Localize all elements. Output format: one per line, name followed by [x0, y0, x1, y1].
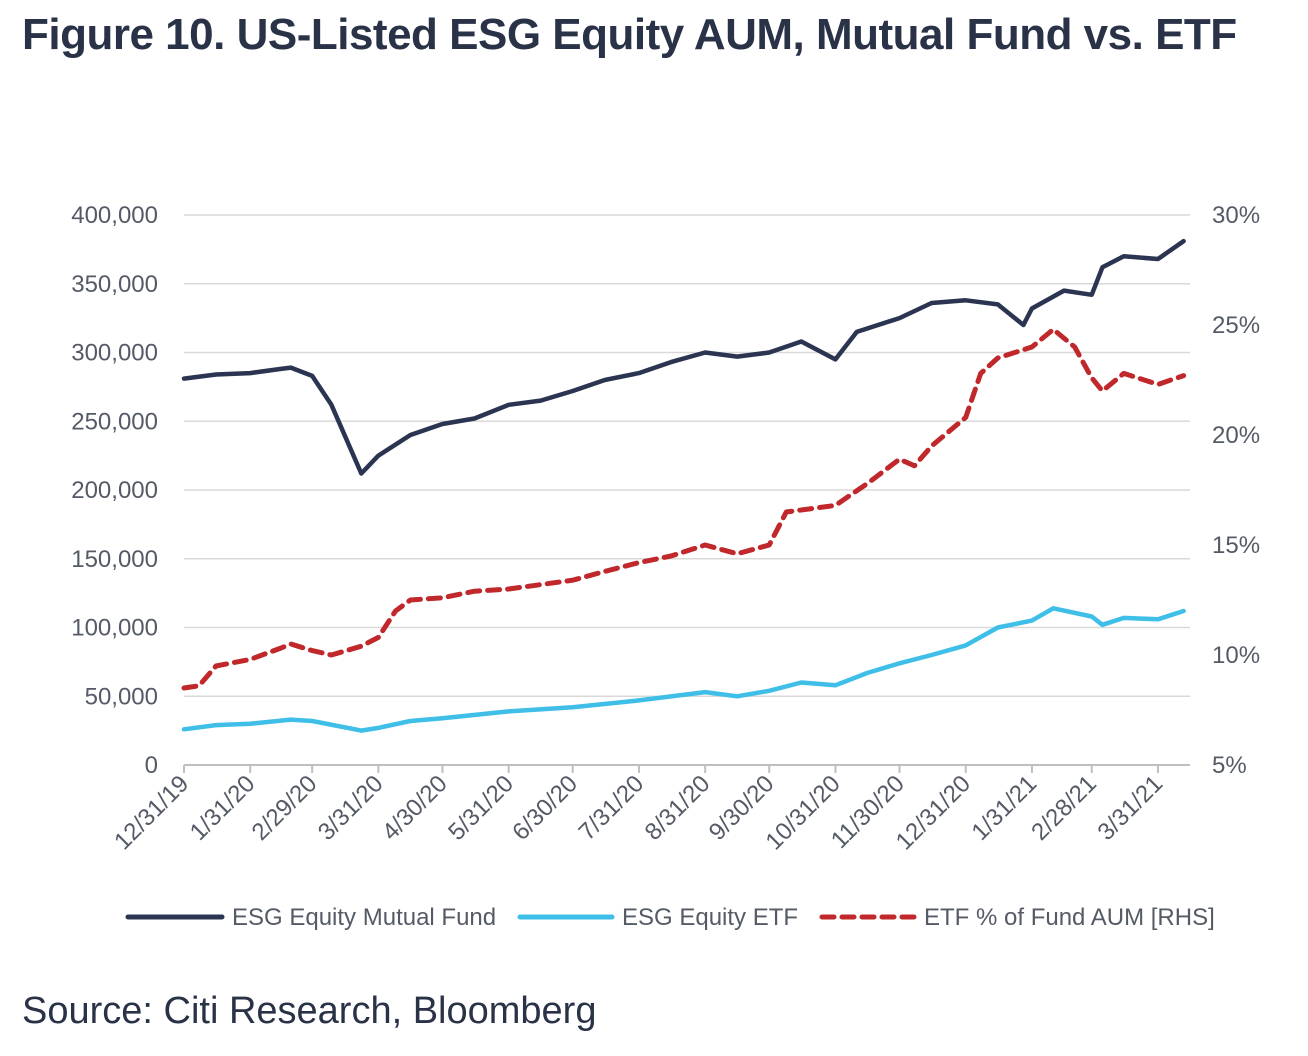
y-left-tick-label: 200,000	[71, 477, 158, 504]
y-left-tick-label: 100,000	[71, 615, 158, 642]
legend-label: ESG Equity ETF	[622, 904, 798, 931]
x-tick-label: 3/31/20	[313, 770, 389, 846]
x-tick-label: 1/31/21	[966, 770, 1042, 846]
chart-title: Figure 10. US-Listed ESG Equity AUM, Mut…	[22, 10, 1237, 59]
x-tick-label: 6/30/20	[507, 770, 583, 846]
y-left-tick-label: 50,000	[85, 683, 158, 710]
x-tick-label: 8/31/20	[640, 770, 716, 846]
y-left-tick-label: 300,000	[71, 340, 158, 367]
source-note: Source: Citi Research, Bloomberg	[22, 990, 597, 1032]
line-chart: 0 50,000 100,000 150,000 200,000 250,000 300,0…	[71, 202, 1260, 931]
x-tick-label: 3/31/21	[1092, 770, 1168, 846]
etf-pct-line	[181, 326, 1187, 691]
legend-label: ETF % of Fund AUM [RHS]	[924, 904, 1215, 931]
y-left-tick-label: 350,000	[71, 271, 158, 298]
y-left-tick-label: 150,000	[71, 546, 158, 573]
x-tick-label: 2/29/20	[247, 770, 323, 846]
y-right-tick-label: 20%	[1212, 422, 1260, 449]
y-right-tick-label: 25%	[1212, 312, 1260, 339]
x-tick-label: 7/31/20	[573, 770, 649, 846]
etf-line	[181, 606, 1186, 733]
y-right-tick-label: 15%	[1212, 532, 1260, 559]
y-right-tick-label: 5%	[1212, 752, 1247, 779]
y-left-tick-label: 0	[145, 752, 158, 779]
x-tick-label: 12/31/19	[109, 770, 194, 855]
x-tick-label: 5/31/20	[443, 770, 519, 846]
y-right-tick-label: 10%	[1212, 642, 1260, 669]
y-right-tick-label: 30%	[1212, 202, 1260, 229]
x-tick-label: 4/30/20	[377, 770, 453, 846]
x-tick-label: 12/31/20	[891, 770, 976, 855]
x-tick-label: 1/31/20	[185, 770, 261, 846]
x-tick-label: 2/28/21	[1026, 770, 1102, 846]
legend-label: ESG Equity Mutual Fund	[232, 904, 496, 931]
y-left-tick-label: 250,000	[71, 408, 158, 435]
mutual-fund-line	[181, 238, 1186, 476]
y-left-tick-label: 400,000	[71, 202, 158, 229]
